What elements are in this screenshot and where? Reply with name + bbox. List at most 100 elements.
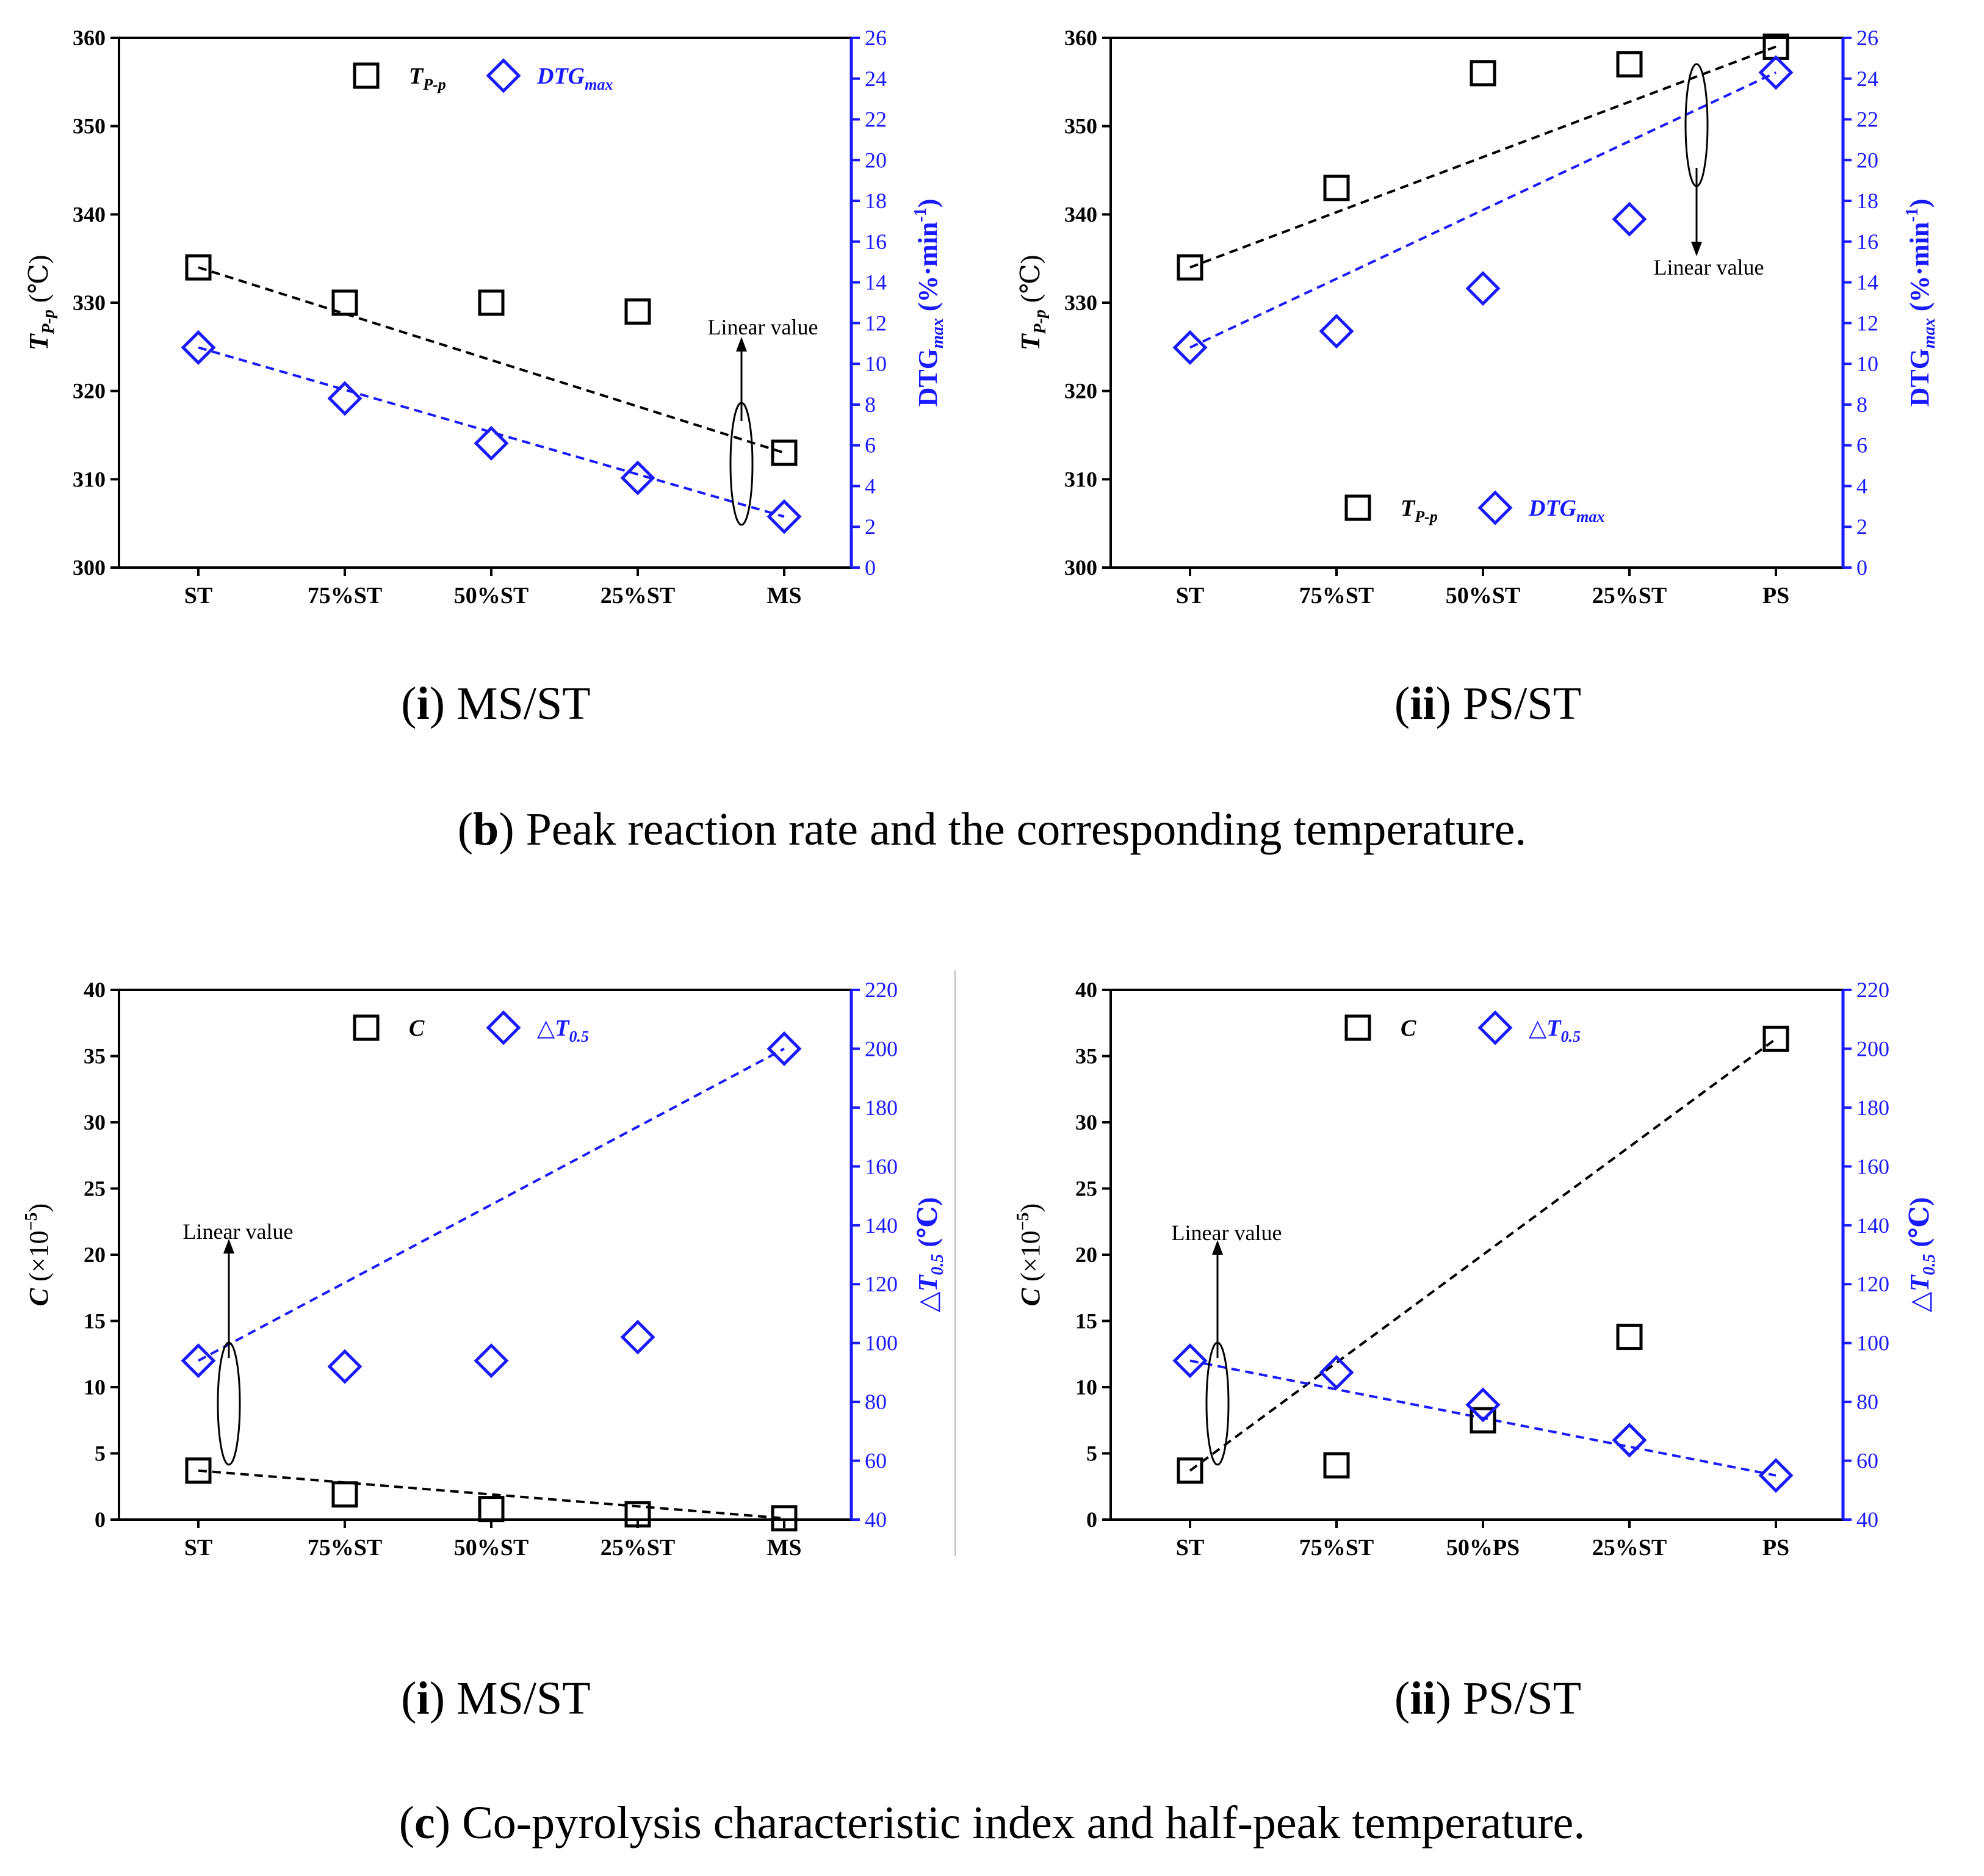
x-tick-label: 75%ST — [1299, 1535, 1374, 1560]
data-point-square — [331, 1481, 358, 1508]
linear-line-right — [1189, 71, 1777, 349]
right-tick-label: 140 — [1856, 1213, 1889, 1238]
left-tick-label: 350 — [1064, 114, 1097, 139]
linear-line-left — [1189, 45, 1777, 269]
right-tick-label: 20 — [1856, 148, 1878, 172]
linear-line-right — [198, 346, 785, 518]
left-tick-label: 340 — [1064, 202, 1097, 226]
right-axis-label: △T0.5 (℃) — [1905, 1197, 1939, 1313]
right-axis-label: △T0.5 (℃) — [913, 1197, 947, 1313]
right-tick-label: 160 — [1856, 1154, 1889, 1178]
data-point-square — [478, 289, 505, 316]
caption-group-c: (c) Co-pyrolysis characteristic index an… — [399, 1797, 1585, 1849]
chart-b-i: 3003103203303403503600246810121416182022… — [24, 26, 947, 608]
annotation-label: Linear value — [1654, 255, 1764, 280]
left-tick-label: 330 — [73, 290, 106, 315]
x-tick-label: ST — [184, 583, 212, 608]
annotation-arrow-head — [1212, 1240, 1223, 1255]
legend-label-left: TP-p — [409, 63, 446, 93]
x-tick-label: 25%ST — [1592, 583, 1667, 608]
left-tick-label: 10 — [84, 1375, 106, 1399]
left-tick-label: 15 — [1075, 1309, 1097, 1333]
left-tick-label: 35 — [84, 1044, 106, 1069]
x-tick-label: 75%ST — [1299, 583, 1374, 608]
data-point-diamond — [1172, 1343, 1208, 1379]
right-tick-label: 4 — [1856, 474, 1867, 498]
right-tick-label: 2 — [1856, 514, 1867, 539]
data-point-diamond — [474, 425, 509, 461]
x-tick-label: ST — [1176, 583, 1204, 608]
caption-b-ii: (ii) PS/ST — [1394, 678, 1582, 729]
x-tick-label: 50%ST — [454, 1535, 528, 1560]
right-tick-label: 20 — [865, 148, 887, 172]
legend-label-right: DTGmax — [1528, 496, 1604, 525]
left-tick-label: 40 — [84, 978, 106, 1002]
left-tick-label: 35 — [1075, 1044, 1097, 1069]
left-tick-label: 330 — [1064, 290, 1097, 315]
right-tick-label: 12 — [1856, 311, 1878, 335]
data-point-square — [771, 1505, 798, 1532]
left-tick-label: 300 — [1064, 555, 1097, 580]
right-tick-label: 180 — [865, 1095, 898, 1120]
right-tick-label: 100 — [1856, 1331, 1889, 1355]
right-tick-label: 8 — [1856, 392, 1867, 417]
data-point-square — [771, 439, 798, 466]
legend-label-right: △T0.5 — [537, 1016, 589, 1045]
data-point-diamond — [1172, 330, 1208, 365]
right-tick-label: 10 — [1856, 352, 1878, 376]
right-tick-label: 220 — [865, 978, 898, 1002]
left-tick-label: 5 — [95, 1441, 106, 1466]
right-tick-label: 100 — [865, 1331, 898, 1355]
right-axis-label: DTGmax (%·min-1) — [911, 199, 947, 407]
data-point-diamond — [181, 1343, 216, 1379]
right-tick-label: 22 — [865, 107, 887, 132]
left-tick-label: 20 — [1075, 1243, 1097, 1267]
data-point-diamond — [767, 1031, 802, 1066]
right-tick-label: 40 — [1856, 1507, 1878, 1532]
annotation-label: Linear value — [183, 1219, 294, 1244]
data-point-diamond — [1612, 1423, 1647, 1458]
right-tick-label: 200 — [865, 1036, 898, 1061]
right-tick-label: 120 — [865, 1272, 898, 1296]
right-tick-label: 10 — [865, 352, 887, 376]
data-point-diamond — [1465, 1387, 1501, 1423]
caption-b-i: (i) MS/ST — [401, 678, 591, 729]
left-tick-label: 15 — [84, 1309, 106, 1333]
left-tick-label: 0 — [1086, 1507, 1097, 1532]
legend-marker-square — [353, 1014, 380, 1041]
x-tick-label: PS — [1762, 583, 1789, 608]
right-tick-label: 4 — [865, 474, 876, 498]
left-tick-label: 30 — [84, 1110, 106, 1135]
caption-group-b: (b) Peak reaction rate and the correspon… — [457, 804, 1527, 855]
right-tick-label: 16 — [1856, 229, 1878, 254]
left-tick-label: 340 — [73, 202, 106, 226]
legend-marker-diamond — [1477, 1010, 1513, 1045]
legend-marker-diamond — [486, 1010, 521, 1045]
data-point-square — [1177, 254, 1203, 281]
caption-c-i: (i) MS/ST — [401, 1673, 591, 1724]
right-tick-label: 200 — [1856, 1036, 1889, 1061]
right-tick-label: 14 — [1856, 270, 1878, 295]
data-point-diamond — [1758, 55, 1794, 90]
data-point-square — [624, 298, 651, 325]
legend-marker-square — [353, 62, 380, 89]
data-point-square — [1470, 60, 1496, 87]
left-tick-label: 10 — [1075, 1375, 1097, 1399]
data-point-diamond — [620, 460, 655, 496]
x-tick-label: 75%ST — [308, 1535, 382, 1560]
right-tick-label: 24 — [865, 67, 887, 91]
linear-line-left — [1189, 1037, 1777, 1472]
data-point-square — [1323, 1452, 1350, 1479]
right-tick-label: 60 — [865, 1449, 887, 1473]
data-point-diamond — [620, 1319, 655, 1355]
x-tick-label: 50%ST — [454, 583, 528, 608]
left-axis-label: C (×10−5) — [1014, 1203, 1045, 1306]
right-axis-label: DTGmax (%·min-1) — [1903, 199, 1939, 407]
left-tick-label: 30 — [1075, 1110, 1097, 1135]
left-tick-label: 5 — [1086, 1441, 1097, 1466]
legend-label-right: DTGmax — [536, 63, 613, 93]
right-tick-label: 12 — [865, 311, 887, 335]
right-tick-label: 22 — [1856, 107, 1878, 132]
linear-line-right — [198, 1047, 785, 1362]
right-tick-label: 6 — [865, 433, 876, 458]
